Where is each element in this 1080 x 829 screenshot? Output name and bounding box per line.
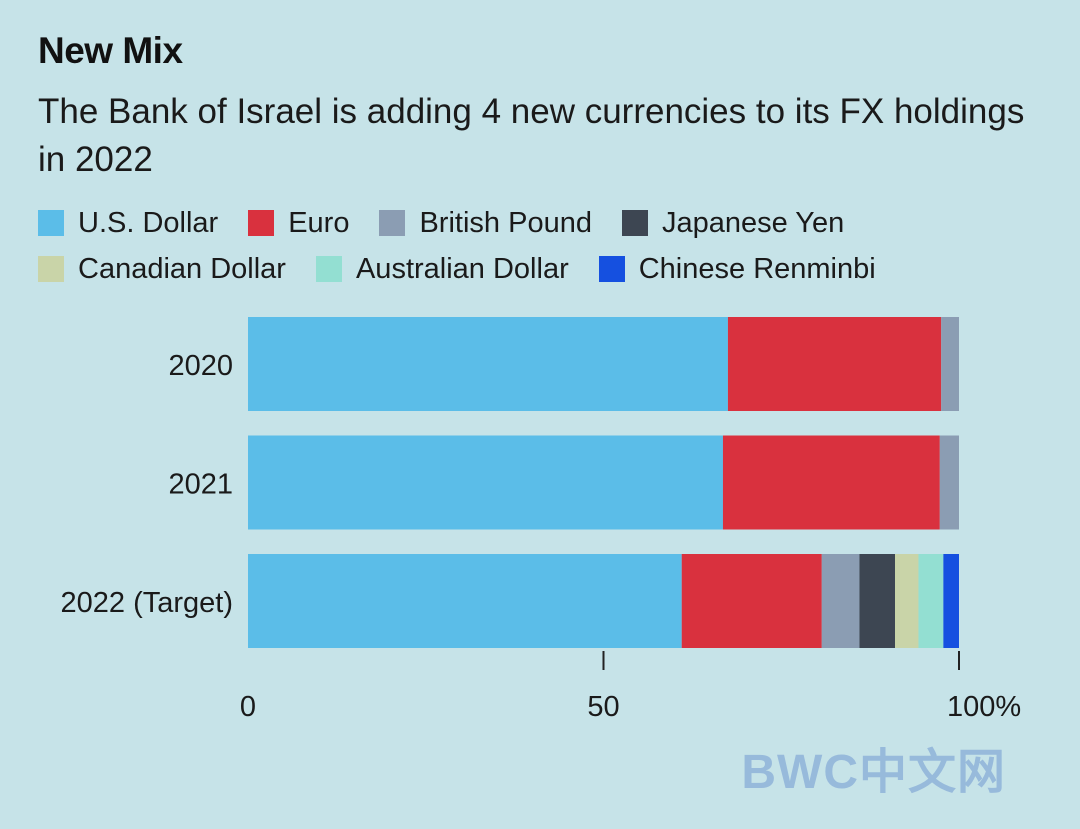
legend-swatch-us-dollar bbox=[38, 210, 64, 236]
legend-item-british-pound: British Pound bbox=[379, 207, 592, 240]
legend-item-euro: Euro bbox=[248, 207, 349, 240]
legend-item-us-dollar: U.S. Dollar bbox=[38, 207, 218, 240]
legend-swatch-japanese-yen bbox=[621, 210, 648, 236]
legend: U.S. Dollar Euro British Pound Japanese … bbox=[38, 200, 1038, 292]
bar-2022-target-australian-dollar bbox=[918, 554, 944, 648]
legend-item-canadian-dollar: Canadian Dollar bbox=[38, 253, 286, 286]
bar-2021-euro bbox=[722, 435, 940, 530]
x-axis: 0 50 100% bbox=[240, 651, 1021, 723]
bar-2022-target-british-pound bbox=[821, 554, 860, 648]
legend-label-us-dollar: U.S. Dollar bbox=[78, 206, 219, 239]
legend-item-australian-dollar: Australian Dollar bbox=[315, 252, 569, 286]
legend-item-japanese-yen: Japanese Yen bbox=[621, 206, 845, 240]
bar-group bbox=[248, 317, 959, 648]
x-tick-label-0: 0 bbox=[240, 691, 256, 723]
legend-item-chinese-renminbi: Chinese Renminbi bbox=[598, 252, 876, 286]
bar-2020-u-s-dollar bbox=[248, 317, 728, 411]
legend-label-euro: Euro bbox=[288, 206, 350, 239]
legend-label-canadian-dollar: Canadian Dollar bbox=[78, 252, 286, 285]
legend-label-australian-dollar: Australian Dollar bbox=[355, 252, 569, 285]
legend-swatch-british-pound bbox=[379, 210, 406, 236]
category-label-2020: 2020 bbox=[168, 350, 233, 382]
legend-label-japanese-yen: Japanese Yen bbox=[661, 206, 845, 239]
bar-2021-u-s-dollar bbox=[248, 435, 723, 530]
bar-2022-target-canadian-dollar bbox=[895, 554, 919, 648]
bar-2022-target-euro bbox=[681, 554, 822, 648]
watermark: BWC中文网 bbox=[741, 746, 1006, 799]
legend-swatch-australian-dollar bbox=[315, 256, 342, 282]
bar-2022-target-chinese-renminbi bbox=[943, 554, 959, 648]
bar-2020-british-pound bbox=[941, 317, 959, 411]
legend-swatch-chinese-renminbi bbox=[598, 256, 625, 282]
category-labels: 2020 2021 2022 (Target) bbox=[61, 350, 234, 619]
legend-label-chinese-renminbi: Chinese Renminbi bbox=[638, 252, 876, 285]
chart-subtitle: The Bank of Israel is adding 4 new curre… bbox=[38, 92, 1025, 179]
x-tick-label-50: 50 bbox=[587, 691, 619, 723]
legend-label-british-pound: British Pound bbox=[419, 206, 592, 239]
x-tick-label-100: 100% bbox=[947, 691, 1021, 723]
bar-2022-target-japanese-yen bbox=[859, 554, 896, 648]
category-label-2022-target: 2022 (Target) bbox=[61, 587, 234, 619]
chart-title: New Mix bbox=[38, 30, 183, 71]
legend-swatch-euro bbox=[248, 210, 275, 236]
bar-2021-british-pound bbox=[939, 435, 959, 530]
legend-row-1: U.S. Dollar Euro British Pound Japanese … bbox=[38, 200, 1038, 246]
legend-row-2: Canadian Dollar Australian Dollar Chines… bbox=[38, 246, 1038, 292]
legend-swatch-canadian-dollar bbox=[38, 256, 64, 282]
bar-2020-euro bbox=[727, 317, 942, 411]
category-label-2021: 2021 bbox=[168, 469, 233, 501]
bar-2022-target-u-s-dollar bbox=[248, 554, 682, 648]
